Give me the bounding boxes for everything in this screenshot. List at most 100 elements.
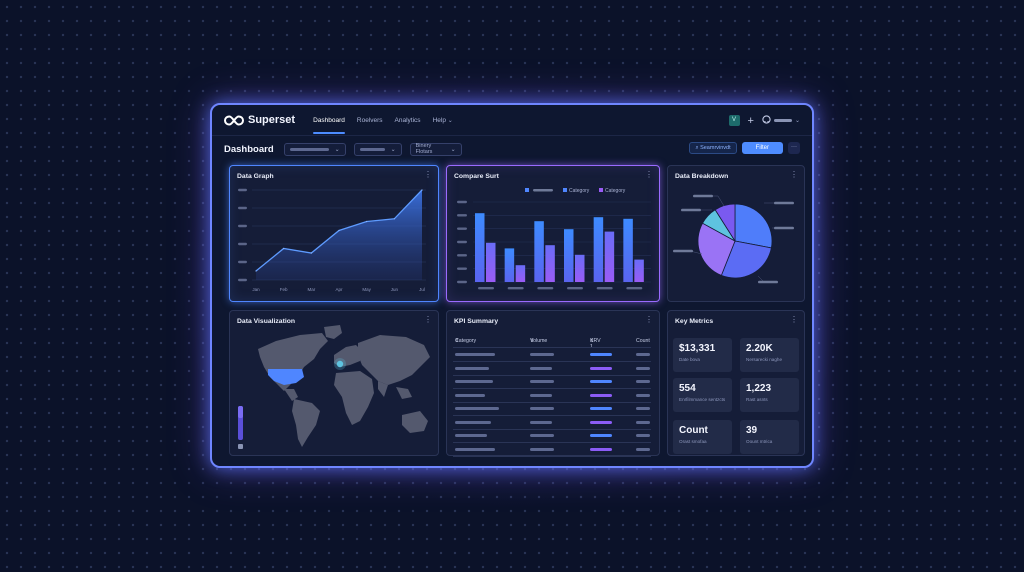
cell-volume bbox=[530, 353, 554, 356]
metric-tile[interactable]: Count Orast smofaa bbox=[673, 420, 732, 454]
x-tick-label: Jul bbox=[419, 287, 425, 292]
filter-select-3[interactable]: Binery Flotars ⌄ bbox=[409, 142, 462, 156]
bar-series-1 bbox=[504, 248, 515, 282]
bar-series-1 bbox=[564, 229, 574, 282]
select-placeholder bbox=[359, 147, 385, 151]
metric-tile[interactable]: $13,331 Date bova bbox=[673, 338, 732, 372]
plus-icon[interactable]: + bbox=[747, 114, 754, 127]
pie-slice bbox=[734, 203, 773, 249]
metric-tile[interactable]: 1,223 Rast asnts bbox=[740, 378, 799, 412]
filter-select-2[interactable]: ⌄ bbox=[353, 142, 402, 156]
row-divider bbox=[453, 442, 651, 443]
cell-count bbox=[636, 447, 650, 451]
map-marker bbox=[336, 360, 344, 368]
data-point bbox=[421, 189, 423, 191]
cell-volume bbox=[530, 434, 554, 437]
metric-tile[interactable]: 39 Oount mtrica bbox=[740, 420, 799, 454]
kebab-menu-icon[interactable]: ⋮ bbox=[424, 315, 432, 324]
filter-select-label: Binery Flotars bbox=[415, 143, 433, 155]
cell-krv bbox=[590, 447, 612, 451]
row-divider bbox=[453, 455, 651, 457]
search-button-label: Seamrvinvdt bbox=[700, 145, 731, 151]
metric-tile[interactable]: 2.20K Nersarecki naghe bbox=[740, 338, 799, 372]
y-tick-label bbox=[457, 254, 467, 257]
kebab-menu-icon[interactable]: ⋮ bbox=[645, 315, 653, 324]
southeast-asia-shape bbox=[396, 387, 412, 399]
bar-series-1 bbox=[593, 217, 604, 282]
table-row[interactable] bbox=[454, 403, 654, 414]
bar-series-1 bbox=[475, 213, 485, 282]
cell-count bbox=[636, 420, 650, 424]
more-options-button[interactable]: ··· bbox=[788, 142, 800, 154]
search-button[interactable]: ⌕ Seamrvinvdt bbox=[689, 142, 737, 154]
metric-label: Date bova bbox=[679, 357, 700, 362]
table-row[interactable] bbox=[454, 363, 654, 374]
bar-chart: Category Category bbox=[457, 188, 651, 290]
nav-dashboard[interactable]: Dashboard bbox=[313, 105, 345, 136]
y-tick-label bbox=[457, 267, 467, 270]
table-row[interactable] bbox=[454, 376, 654, 387]
metric-value: Count bbox=[679, 425, 708, 436]
map-legend-marker bbox=[238, 444, 243, 449]
x-tick-label: Mar bbox=[307, 287, 315, 292]
data-point bbox=[393, 218, 395, 220]
chevron-down-icon: ⌄ bbox=[447, 117, 453, 124]
bar-series-2 bbox=[575, 254, 585, 282]
workspace-badge[interactable]: V bbox=[728, 115, 740, 126]
y-tick-label bbox=[238, 224, 247, 228]
nav-roelvers[interactable]: Roelvers bbox=[356, 116, 383, 124]
cell-krv bbox=[590, 420, 612, 424]
table-row[interactable] bbox=[454, 430, 654, 441]
toolbar-actions: ⌕ Seamrvinvdt Filter ··· bbox=[689, 142, 800, 154]
data-point bbox=[283, 247, 285, 250]
nav-actions: V + ⌄ bbox=[728, 105, 800, 136]
pie-slice bbox=[720, 240, 772, 279]
table-row[interactable] bbox=[454, 417, 654, 428]
nav-analytics[interactable]: Analytics bbox=[394, 116, 421, 124]
card-title: Data Breakdown bbox=[675, 173, 729, 180]
col-header-count[interactable]: Count bbox=[636, 338, 650, 344]
kpi-table-header: Category ⇕ Volume ⇕ KRV 1 ⇕ Count bbox=[454, 337, 654, 350]
y-tick-label bbox=[238, 278, 247, 282]
page-title: Dashboard bbox=[224, 143, 274, 155]
bar-series-1 bbox=[534, 221, 544, 282]
asia-shape bbox=[358, 335, 430, 385]
x-tick-label bbox=[478, 287, 494, 290]
superset-logo-icon bbox=[224, 114, 244, 126]
slice-label bbox=[758, 280, 778, 284]
leader-line bbox=[694, 195, 725, 207]
table-row[interactable] bbox=[454, 444, 654, 455]
filter-button[interactable]: Filter bbox=[741, 142, 783, 154]
metric-tile[interactable]: 554 Enrfilmmance sentzcts bbox=[673, 378, 732, 412]
cell-krv bbox=[590, 434, 612, 437]
card-kpi-summary: KPI Summary ⋮ Category ⇕ Volume ⇕ KRV 1 … bbox=[446, 310, 660, 457]
usa-highlight-shape bbox=[268, 369, 304, 385]
user-name-placeholder bbox=[773, 119, 792, 122]
metric-value: 554 bbox=[679, 383, 696, 394]
y-tick-label bbox=[457, 214, 467, 217]
app-logo[interactable]: Superset bbox=[224, 114, 295, 126]
table-row[interactable] bbox=[454, 390, 654, 401]
nav-links: Dashboard Roelvers Analytics Help ⌄ bbox=[313, 105, 465, 136]
nav-help[interactable]: Help ⌄ bbox=[433, 105, 453, 136]
kebab-menu-icon[interactable]: ⋮ bbox=[645, 170, 653, 179]
map-legend-scale-top bbox=[238, 406, 243, 418]
cell-category bbox=[455, 447, 495, 451]
y-tick-label bbox=[457, 227, 467, 230]
user-menu[interactable]: ⌄ bbox=[762, 115, 800, 126]
table-divider bbox=[453, 347, 651, 348]
kebab-menu-icon[interactable]: ⋮ bbox=[790, 170, 798, 179]
search-icon: ⌕ bbox=[695, 145, 699, 151]
bar-series-2 bbox=[545, 245, 555, 282]
bar-series-2 bbox=[634, 259, 644, 282]
y-tick-label bbox=[238, 188, 247, 192]
dashboard-toolbar: Dashboard ⌄ ⌄ Binery Flotars ⌄ ⌕ Seamrvi… bbox=[212, 136, 812, 162]
cell-category bbox=[455, 407, 499, 410]
map-marker-glow bbox=[334, 358, 346, 370]
cell-category bbox=[455, 393, 485, 397]
kebab-menu-icon[interactable]: ⋮ bbox=[424, 170, 432, 179]
filter-select-1[interactable]: ⌄ bbox=[283, 142, 346, 156]
kebab-menu-icon[interactable]: ⋮ bbox=[790, 315, 798, 324]
top-nav: Superset Dashboard Roelvers Analytics He… bbox=[212, 105, 812, 136]
table-row[interactable] bbox=[454, 349, 654, 360]
